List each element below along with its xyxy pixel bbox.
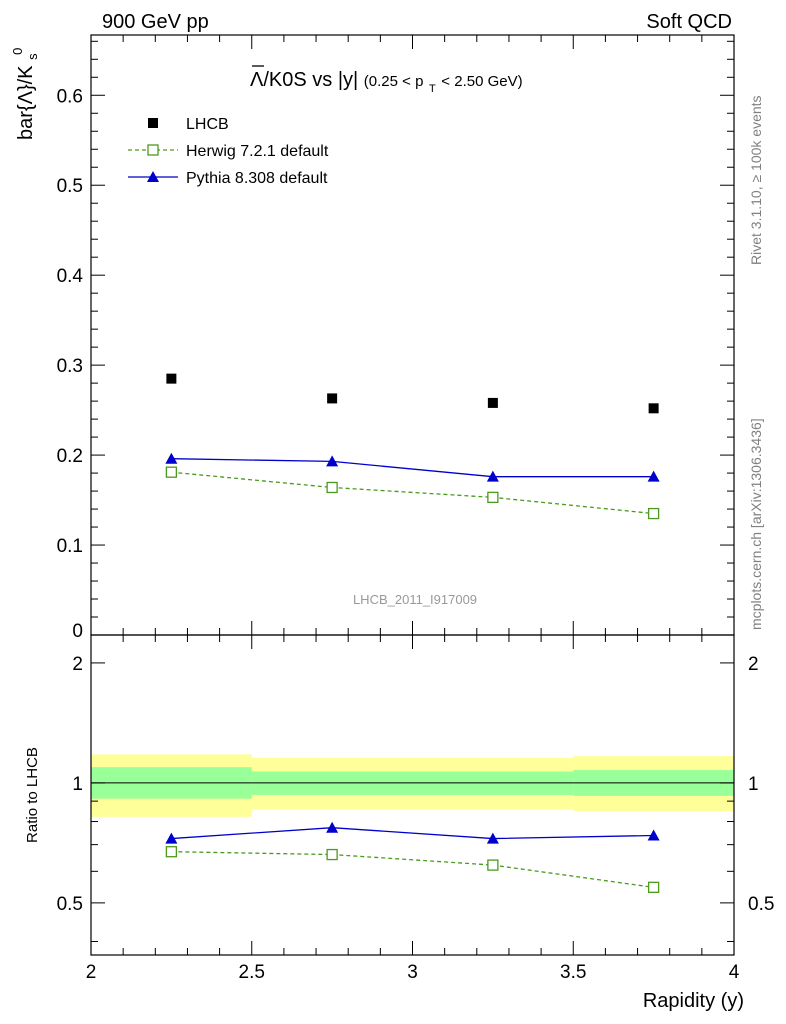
ratio-xtick-label-3: 3.5 bbox=[560, 962, 586, 983]
legend-marker-lhcb bbox=[148, 118, 158, 128]
header-right-label: Soft QCD bbox=[646, 11, 732, 33]
main-point-1-2 bbox=[487, 491, 499, 504]
ratio-series-line-0 bbox=[171, 851, 654, 888]
main-y-label-base: bar{Λ}/K bbox=[15, 65, 37, 140]
ratio-point-1-1 bbox=[326, 821, 339, 833]
legend-label-pythia: Pythia 8.308 default bbox=[186, 170, 328, 187]
chart-title-note-close: < 2.50 GeV) bbox=[441, 73, 522, 90]
legend-label-lhcb: LHCB bbox=[186, 116, 229, 133]
main-point-2-1 bbox=[326, 455, 339, 467]
main-point-0-0 bbox=[166, 373, 177, 384]
ratio-ytick-label-0: 0.5 bbox=[57, 894, 83, 915]
main-y-label-sup: 0 bbox=[10, 48, 25, 55]
ratio-point-0-2 bbox=[487, 859, 499, 871]
ratio-xtick-label-2: 3 bbox=[407, 962, 418, 983]
main-point-2-2 bbox=[486, 470, 499, 482]
legend-item-herwig: Herwig 7.2.1 default bbox=[128, 143, 329, 160]
main-point-0-1 bbox=[327, 393, 338, 404]
ratio-xtick-label-4: 4 bbox=[729, 962, 740, 983]
ratio-xtick-label-1: 2.5 bbox=[239, 962, 265, 983]
main-point-1-1 bbox=[326, 481, 338, 494]
ratio-point-0-3 bbox=[647, 881, 660, 893]
ratio-point-0-0 bbox=[165, 846, 178, 858]
main-point-1-3 bbox=[647, 507, 660, 520]
analysis-watermark: LHCB_2011_I917009 bbox=[353, 592, 477, 607]
ratio-x-axis: 2 2.5 3 3.5 4 bbox=[86, 941, 740, 983]
legend-marker-herwig bbox=[147, 144, 159, 156]
rivet-label: Rivet 3.1.10, ≥ 100k events bbox=[748, 95, 764, 265]
ratio-panel: 0.5 0.5 1 1 2 2 2 2.5 3 3.5 4 Ratio to LHCB Rapid… bbox=[24, 634, 774, 1012]
main-ytick-label-1: 0.1 bbox=[57, 536, 83, 557]
x-axis-label: Rapidity (y) bbox=[643, 990, 744, 1012]
ratio-series-line-1 bbox=[171, 827, 654, 840]
ratio-xtick-label-0: 2 bbox=[86, 962, 97, 983]
ratio-ytick-label-right-1: 1 bbox=[748, 774, 759, 795]
legend: LHCB Herwig 7.2.1 default Pythia 8.308 d… bbox=[128, 116, 329, 187]
legend-item-pythia: Pythia 8.308 default bbox=[128, 170, 328, 187]
ratio-point-0-1 bbox=[326, 848, 338, 861]
main-series-line-1 bbox=[171, 471, 654, 515]
ratio-ytick-label-2: 2 bbox=[72, 654, 83, 675]
chart-title: Λ/K0S vs |y| (0.25 < p T < 2.50 GeV) bbox=[250, 69, 523, 97]
main-panel: 0 0.1 0.2 0.3 0.4 0.5 0.6 Λ/K0S vs |y| (0.25 <… bbox=[10, 34, 735, 649]
main-point-0-3 bbox=[648, 403, 659, 414]
ratio-plot-area bbox=[91, 754, 734, 893]
main-series-line-2 bbox=[171, 458, 654, 478]
main-point-2-3 bbox=[647, 470, 660, 482]
main-y-label: bar{Λ}/K s 0 bbox=[10, 48, 42, 140]
chart-title-note: (0.25 < p bbox=[364, 73, 424, 90]
ratio-point-1-2 bbox=[486, 832, 499, 844]
legend-marker-pythia bbox=[147, 171, 159, 182]
chart-title-main: Λ/K0S vs |y| bbox=[250, 69, 358, 91]
main-ytick-label-6: 0.6 bbox=[57, 86, 83, 107]
ratio-y-axis: 0.5 0.5 1 1 2 2 bbox=[57, 654, 774, 943]
legend-label-herwig: Herwig 7.2.1 default bbox=[186, 143, 329, 160]
mcplots-label: mcplots.cern.ch [arXiv:1306.3436] bbox=[748, 418, 764, 630]
main-y-axis: 0 0.1 0.2 0.3 0.4 0.5 0.6 bbox=[57, 40, 734, 642]
main-ytick-label-0: 0 bbox=[72, 621, 83, 642]
ratio-point-1-0 bbox=[165, 832, 178, 844]
header-left-label: 900 GeV pp bbox=[102, 11, 209, 33]
legend-item-lhcb: LHCB bbox=[148, 116, 229, 133]
main-plot-area bbox=[165, 373, 660, 520]
main-ytick-label-5: 0.5 bbox=[57, 176, 83, 197]
ratio-ytick-label-right-2: 2 bbox=[748, 654, 759, 675]
main-ytick-label-2: 0.2 bbox=[57, 446, 83, 467]
ratio-ytick-label-right-0: 0.5 bbox=[748, 894, 774, 915]
ratio-point-1-3 bbox=[647, 829, 660, 841]
main-point-1-0 bbox=[165, 466, 178, 478]
main-y-label-sub: s bbox=[25, 53, 40, 60]
ratio-ytick-label-1: 1 bbox=[72, 774, 83, 795]
main-ytick-label-3: 0.3 bbox=[57, 356, 83, 377]
main-point-0-2 bbox=[487, 397, 498, 408]
ratio-y-label: Ratio to LHCB bbox=[24, 747, 41, 843]
chart-title-note-sub: T bbox=[429, 83, 436, 95]
main-point-2-0 bbox=[165, 452, 178, 464]
main-ytick-label-4: 0.4 bbox=[57, 266, 84, 287]
